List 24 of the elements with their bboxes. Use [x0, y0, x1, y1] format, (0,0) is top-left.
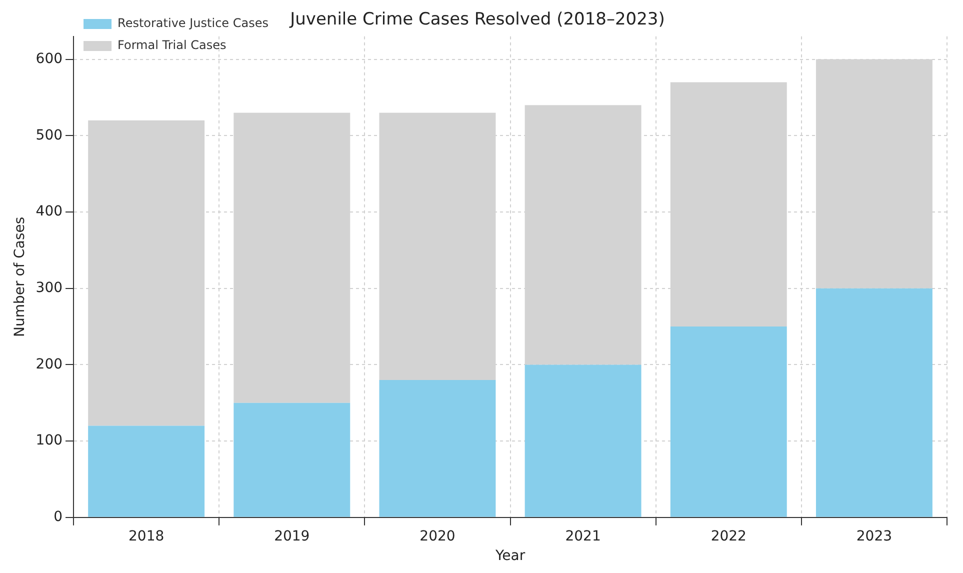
- y-tick-label: 200: [36, 356, 63, 372]
- x-tick-label: 2023: [856, 528, 892, 544]
- bar: [670, 326, 787, 517]
- y-tick-label: 0: [54, 509, 63, 526]
- x-tick-label: 2021: [565, 528, 601, 544]
- legend-label: Restorative Justice Cases: [118, 16, 268, 30]
- y-tick-label: 100: [36, 432, 63, 449]
- bar: [379, 380, 496, 517]
- y-tick-label: 400: [36, 204, 63, 220]
- y-tick-label: 500: [36, 127, 63, 144]
- bar: [88, 426, 205, 517]
- x-tick-label: 2020: [420, 528, 456, 544]
- x-tick-label: 2019: [274, 528, 310, 544]
- y-tick-label: 600: [36, 50, 63, 67]
- bar: [524, 364, 642, 517]
- chart-title: Juvenile Crime Cases Resolved (2018–2023): [289, 10, 665, 30]
- bar: [816, 288, 932, 517]
- y-axis-title: Number of Cases: [12, 216, 28, 337]
- y-tick-label: 300: [36, 280, 63, 296]
- x-tick-label: 2018: [128, 528, 164, 544]
- legend-label: Formal Trial Cases: [118, 38, 226, 52]
- bar: [234, 402, 350, 517]
- x-tick-label: 2022: [710, 528, 746, 544]
- x-axis-title: Year: [494, 548, 526, 564]
